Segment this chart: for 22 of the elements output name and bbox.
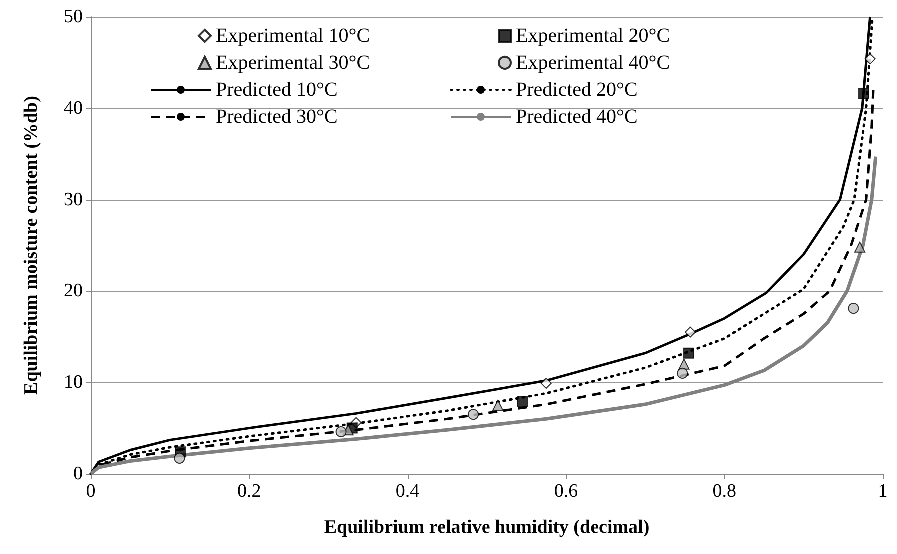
- legend-label: Predicted 10°C: [216, 79, 338, 101]
- legend-label: Predicted 20°C: [516, 79, 638, 101]
- legend-label: Experimental 20°C: [516, 25, 670, 47]
- x-tick-label: 0: [86, 481, 96, 502]
- legend-label: Experimental 40°C: [516, 52, 670, 74]
- y-tick-label: 10: [64, 372, 83, 394]
- x-tick-label: 0.4: [396, 481, 420, 502]
- legend-label: Predicted 40°C: [516, 106, 638, 128]
- legend-label: Experimental 10°C: [216, 25, 370, 47]
- x-tick-label: 0.2: [238, 481, 262, 502]
- y-tick-label: 20: [64, 280, 83, 302]
- legend-label: Experimental 30°C: [216, 52, 370, 74]
- x-tick-label: 1: [878, 481, 888, 502]
- y-tick-label: 30: [64, 189, 83, 210]
- x-tick-label: 0.6: [554, 481, 578, 502]
- x-axis-title: Equilibrium relative humidity (decimal): [324, 517, 650, 538]
- legend-label: Predicted 30°C: [216, 106, 338, 128]
- y-tick-label: 40: [64, 98, 83, 119]
- x-tick-label: 0.8: [712, 481, 736, 502]
- y-tick-label: 50: [64, 6, 83, 28]
- y-axis-title: Equilibrium moisture content (%db): [21, 96, 42, 395]
- y-tick-label: 0: [74, 464, 83, 484]
